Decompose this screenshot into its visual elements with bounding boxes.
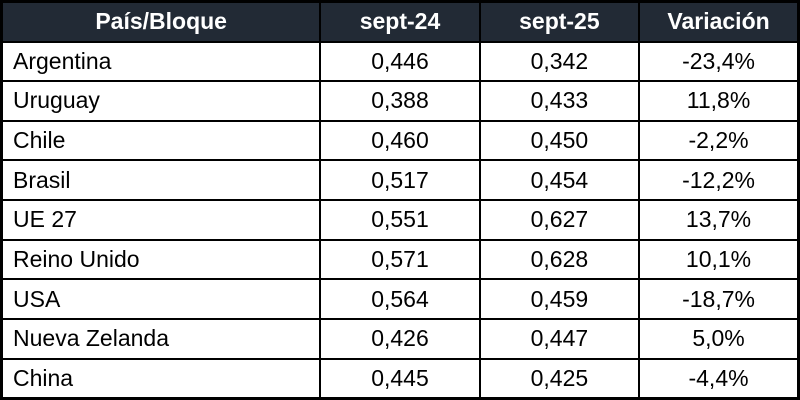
table-row: China 0,445 0,425 -4,4% (0, 357, 800, 400)
table-row: UE 27 0,551 0,627 13,7% (0, 199, 800, 241)
cell-sept24: 0,388 (319, 80, 481, 122)
cell-sept25: 0,433 (478, 80, 641, 122)
cell-variation: 13,7% (638, 199, 800, 241)
cell-name: USA (0, 278, 322, 321)
column-header-variacion: Variación (638, 0, 800, 43)
cell-sept25: 0,459 (478, 278, 641, 321)
cell-name: Nueva Zelanda (0, 318, 322, 360)
cell-name: Uruguay (0, 80, 322, 122)
cell-sept24: 0,445 (319, 357, 481, 400)
cell-name: China (0, 357, 322, 400)
cell-variation: -4,4% (638, 357, 800, 400)
cell-name: UE 27 (0, 199, 322, 241)
table-row: Argentina 0,446 0,342 -23,4% (0, 40, 800, 83)
cell-variation: -2,2% (638, 119, 800, 162)
cell-sept25: 0,447 (478, 318, 641, 360)
column-header-sept-24: sept-24 (319, 0, 481, 43)
cell-sept25: 0,628 (478, 238, 641, 281)
cell-sept24: 0,551 (319, 199, 481, 241)
cell-variation: -12,2% (638, 159, 800, 202)
cell-sept24: 0,426 (319, 318, 481, 360)
cell-sept25: 0,342 (478, 40, 641, 83)
cell-variation: 11,8% (638, 80, 800, 122)
column-header-pais-bloque: País/Bloque (0, 0, 322, 43)
table-row: Chile 0,460 0,450 -2,2% (0, 119, 800, 162)
cell-name: Chile (0, 119, 322, 162)
cell-sept24: 0,517 (319, 159, 481, 202)
cell-sept24: 0,446 (319, 40, 481, 83)
cell-name: Reino Unido (0, 238, 322, 281)
cell-sept25: 0,450 (478, 119, 641, 162)
table-row: Nueva Zelanda 0,426 0,447 5,0% (0, 318, 800, 360)
column-header-sept-25: sept-25 (478, 0, 641, 43)
table-body: Argentina 0,446 0,342 -23,4% Uruguay 0,388 0,4… (0, 40, 800, 400)
cell-variation: -23,4% (638, 40, 800, 83)
cell-name: Argentina (0, 40, 322, 83)
cell-variation: 10,1% (638, 238, 800, 281)
table-row: Uruguay 0,388 0,433 11,8% (0, 80, 800, 122)
table-row: Brasil 0,517 0,454 -12,2% (0, 159, 800, 202)
cell-sept25: 0,627 (478, 199, 641, 241)
table-row: USA 0,564 0,459 -18,7% (0, 278, 800, 321)
cell-sept25: 0,454 (478, 159, 641, 202)
header-row: País/Bloque sept-24 sept-25 Variación (0, 0, 800, 43)
table-row: Reino Unido 0,571 0,628 10,1% (0, 238, 800, 281)
cell-sept24: 0,571 (319, 238, 481, 281)
cell-sept25: 0,425 (478, 357, 641, 400)
cell-sept24: 0,460 (319, 119, 481, 162)
table-header: País/Bloque sept-24 sept-25 Variación (0, 0, 800, 43)
cell-sept24: 0,564 (319, 278, 481, 321)
cell-variation: 5,0% (638, 318, 800, 360)
cell-name: Brasil (0, 159, 322, 202)
cell-variation: -18,7% (638, 278, 800, 321)
